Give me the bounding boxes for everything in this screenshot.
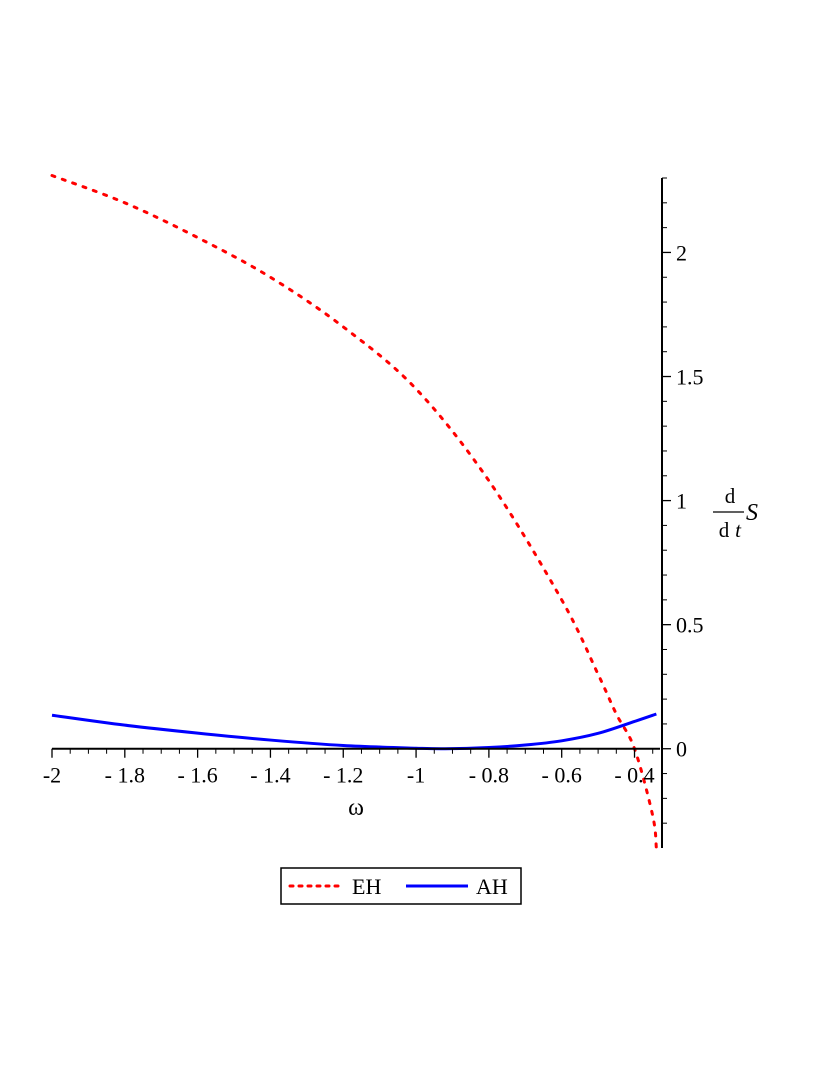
y-label-denominator-var: t xyxy=(735,518,742,542)
series-layer xyxy=(50,174,658,850)
x-tick-label: -1 xyxy=(407,763,425,788)
axes xyxy=(52,178,663,848)
x-tick-label: - 1.6 xyxy=(177,763,217,788)
ticks: -2 - 1.8 - 1.6 - 1.4 - 1.2 -1 - 0.8 - 0.6 - 0.4 0… xyxy=(43,177,704,824)
x-tick-label: - 0.6 xyxy=(542,763,582,788)
y-label-function: S xyxy=(746,500,758,526)
y-tick-label: 1 xyxy=(676,489,687,514)
series-line-eh xyxy=(50,174,658,850)
y-axis-label: d d t S xyxy=(713,484,758,542)
x-tick-label: - 1.8 xyxy=(105,763,145,788)
x-tick-label: - 0.4 xyxy=(614,763,654,788)
x-axis-label: ω xyxy=(348,795,364,821)
x-tick-label: - 0.8 xyxy=(469,763,509,788)
y-label-numerator: d xyxy=(725,484,736,508)
x-tick-label: - 1.2 xyxy=(323,763,363,788)
legend: EH AH xyxy=(280,867,522,905)
y-tick-label: 1.5 xyxy=(676,365,704,390)
y-tick-label: 2 xyxy=(676,240,687,265)
y-tick-label: 0.5 xyxy=(676,613,704,638)
y-label-denominator-d: d xyxy=(719,518,730,542)
x-tick-label: -2 xyxy=(43,763,61,788)
legend-label-ah: AH xyxy=(476,874,508,899)
legend-label-eh: EH xyxy=(352,874,381,899)
y-tick-label: 0 xyxy=(676,737,687,762)
series-line-ah xyxy=(51,712,657,751)
x-tick-label: - 1.4 xyxy=(250,763,290,788)
